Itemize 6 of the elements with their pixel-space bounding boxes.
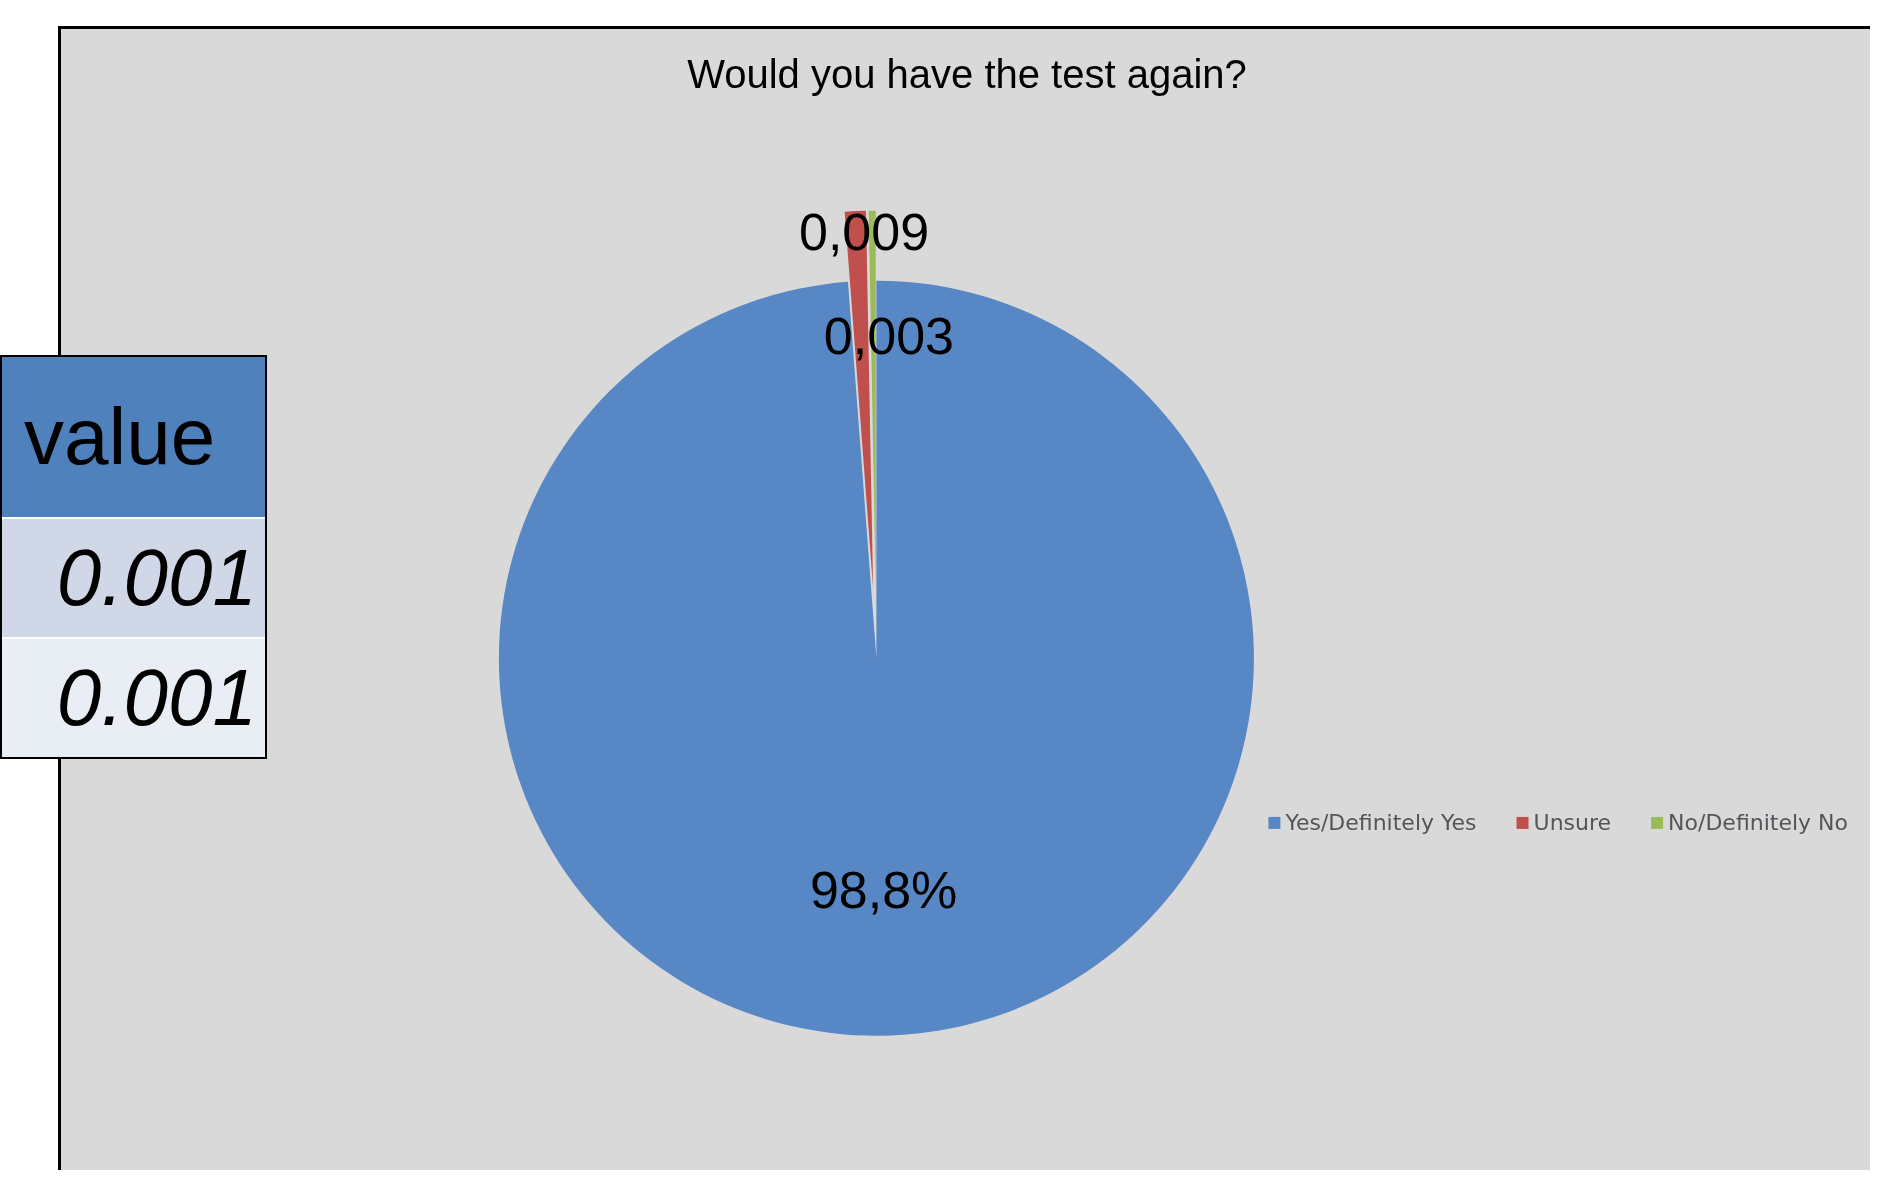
- chart-title: Would you have the test again?: [687, 52, 1247, 96]
- legend-label: Unsure: [1533, 810, 1612, 836]
- value-table: value 0.001 0.001: [0, 355, 267, 759]
- legend-label: No/Definitely No: [1668, 810, 1848, 836]
- data-label: 98,8%: [809, 860, 958, 919]
- legend-label: Yes/Definitely Yes: [1284, 810, 1477, 836]
